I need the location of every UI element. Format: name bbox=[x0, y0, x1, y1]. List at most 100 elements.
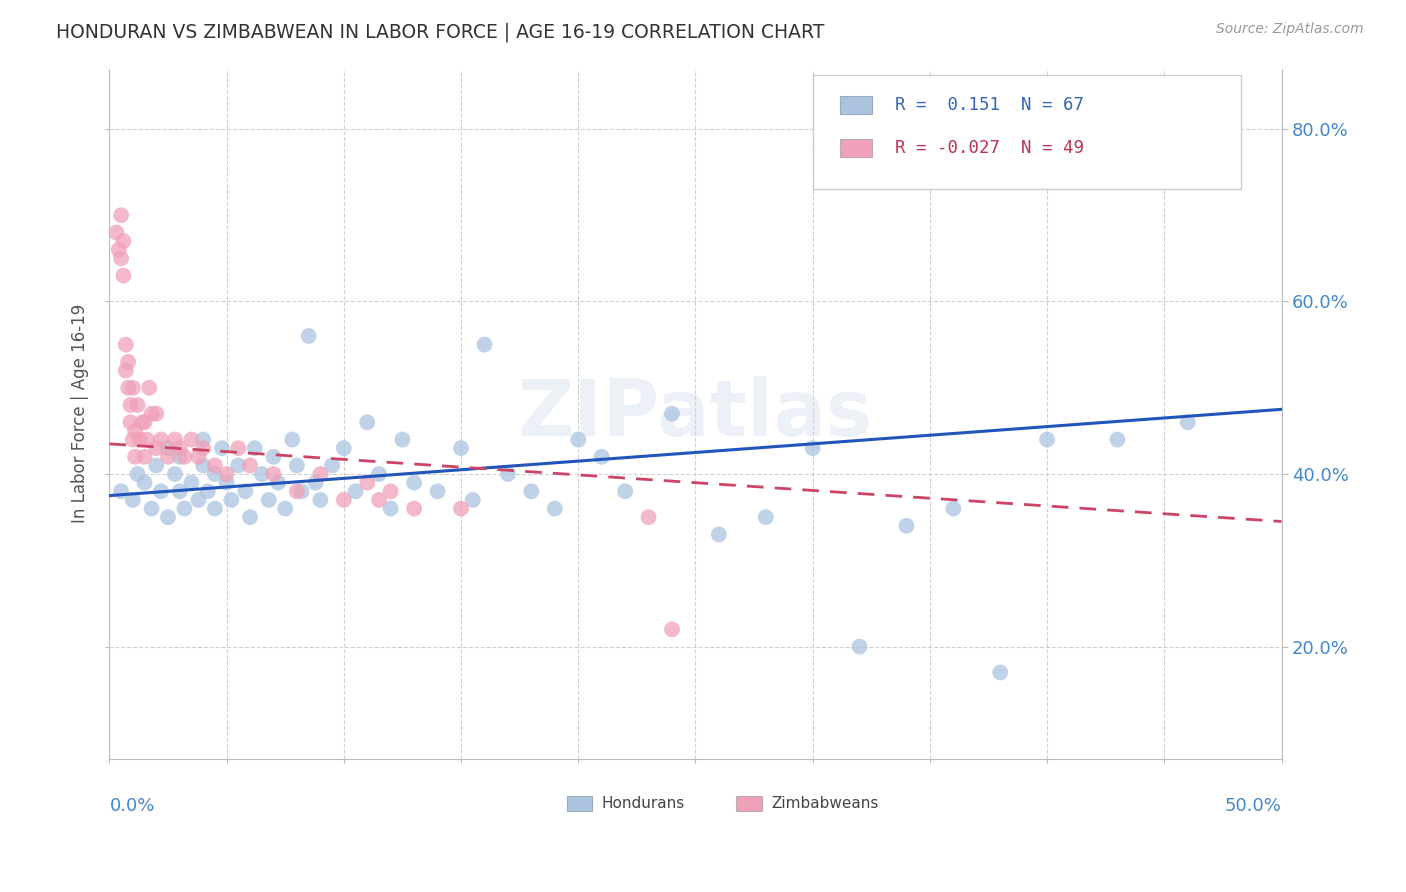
Point bbox=[149, 433, 172, 447]
Point bbox=[204, 467, 226, 481]
FancyBboxPatch shape bbox=[737, 796, 762, 811]
Point bbox=[187, 450, 209, 464]
Point bbox=[239, 510, 262, 524]
Point bbox=[134, 415, 156, 429]
Point bbox=[215, 467, 238, 481]
Point bbox=[755, 510, 778, 524]
Point bbox=[117, 381, 139, 395]
Point bbox=[356, 415, 378, 429]
Point bbox=[110, 208, 132, 222]
Point bbox=[801, 441, 824, 455]
Text: Source: ZipAtlas.com: Source: ZipAtlas.com bbox=[1216, 22, 1364, 37]
Point bbox=[520, 484, 543, 499]
Point bbox=[211, 441, 233, 455]
Point bbox=[285, 484, 308, 499]
Point bbox=[128, 433, 150, 447]
Point bbox=[173, 450, 195, 464]
Text: HONDURAN VS ZIMBABWEAN IN LABOR FORCE | AGE 16-19 CORRELATION CHART: HONDURAN VS ZIMBABWEAN IN LABOR FORCE | … bbox=[56, 22, 824, 42]
Point bbox=[141, 501, 163, 516]
Point bbox=[250, 467, 273, 481]
Point bbox=[461, 492, 484, 507]
Point bbox=[274, 501, 297, 516]
Text: ZIPatlas: ZIPatlas bbox=[517, 376, 873, 451]
Point bbox=[474, 337, 496, 351]
Point bbox=[191, 433, 214, 447]
Point bbox=[187, 492, 209, 507]
FancyBboxPatch shape bbox=[839, 139, 873, 157]
Point bbox=[291, 484, 314, 499]
Point bbox=[380, 484, 402, 499]
Point bbox=[368, 467, 391, 481]
Point bbox=[131, 415, 153, 429]
Point bbox=[135, 433, 157, 447]
Point bbox=[305, 475, 328, 490]
Point bbox=[1036, 433, 1059, 447]
Point bbox=[321, 458, 343, 473]
Point bbox=[309, 467, 332, 481]
Point bbox=[219, 492, 242, 507]
Point bbox=[263, 467, 285, 481]
Point bbox=[380, 501, 402, 516]
Text: R = -0.027  N = 49: R = -0.027 N = 49 bbox=[894, 139, 1084, 157]
Point bbox=[134, 475, 156, 490]
Point bbox=[124, 450, 146, 464]
Point bbox=[496, 467, 519, 481]
Point bbox=[591, 450, 613, 464]
Point bbox=[988, 665, 1011, 680]
Point bbox=[169, 450, 191, 464]
Point bbox=[450, 501, 472, 516]
Point bbox=[344, 484, 367, 499]
Point bbox=[138, 381, 160, 395]
Point bbox=[567, 433, 589, 447]
Point bbox=[134, 450, 156, 464]
Point bbox=[404, 501, 426, 516]
Point bbox=[105, 226, 128, 240]
Point bbox=[120, 415, 142, 429]
Point bbox=[204, 458, 226, 473]
Point bbox=[180, 433, 202, 447]
Point bbox=[404, 475, 426, 490]
Y-axis label: In Labor Force | Age 16-19: In Labor Force | Age 16-19 bbox=[72, 304, 89, 524]
Point bbox=[215, 475, 238, 490]
Point bbox=[257, 492, 280, 507]
Point bbox=[145, 458, 167, 473]
Point bbox=[112, 234, 135, 248]
Point bbox=[191, 441, 214, 455]
Point bbox=[145, 407, 167, 421]
Text: 0.0%: 0.0% bbox=[110, 797, 155, 814]
FancyBboxPatch shape bbox=[839, 96, 873, 114]
Point bbox=[121, 492, 143, 507]
Point bbox=[426, 484, 449, 499]
Point bbox=[145, 441, 167, 455]
Point bbox=[239, 458, 262, 473]
Point bbox=[163, 433, 186, 447]
Point bbox=[1107, 433, 1129, 447]
Point bbox=[848, 640, 870, 654]
Point bbox=[149, 484, 172, 499]
Point bbox=[121, 381, 143, 395]
Point bbox=[127, 467, 149, 481]
Point bbox=[124, 424, 146, 438]
Text: 50.0%: 50.0% bbox=[1225, 797, 1281, 814]
Point bbox=[267, 475, 290, 490]
Point bbox=[281, 433, 304, 447]
Point bbox=[197, 484, 219, 499]
FancyBboxPatch shape bbox=[813, 76, 1240, 189]
Point bbox=[356, 475, 378, 490]
Point bbox=[333, 492, 356, 507]
Point bbox=[391, 433, 413, 447]
Point bbox=[156, 510, 179, 524]
Point bbox=[450, 441, 472, 455]
Point bbox=[285, 458, 308, 473]
Text: Hondurans: Hondurans bbox=[602, 797, 685, 811]
Point bbox=[1177, 415, 1199, 429]
Point bbox=[169, 484, 191, 499]
Point bbox=[169, 441, 191, 455]
Point bbox=[141, 407, 163, 421]
Point bbox=[120, 398, 142, 412]
Point bbox=[263, 450, 285, 464]
Point bbox=[127, 398, 149, 412]
Point bbox=[707, 527, 730, 541]
Point bbox=[235, 484, 257, 499]
Text: R =  0.151  N = 67: R = 0.151 N = 67 bbox=[894, 96, 1084, 114]
